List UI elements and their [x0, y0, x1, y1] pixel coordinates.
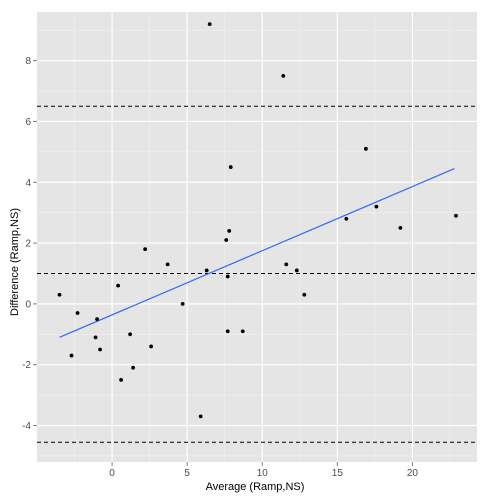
y-tick-label: 2 [25, 239, 31, 250]
y-tick-label: -2 [22, 360, 31, 371]
data-point [228, 165, 233, 169]
data-point [93, 335, 98, 340]
x-tick-label: 0 [109, 468, 115, 479]
data-point [302, 292, 307, 297]
data-point [143, 247, 148, 252]
x-tick-label: 5 [184, 468, 190, 479]
data-point [75, 311, 80, 315]
x-axis-title: Average (Ramp,NS) [206, 481, 305, 493]
data-point [284, 262, 289, 267]
data-point [225, 274, 230, 279]
trend-line [59, 168, 455, 338]
data-points [57, 22, 458, 419]
data-point [180, 301, 185, 306]
data-point [363, 146, 368, 151]
data-point [165, 262, 170, 267]
data-point [454, 213, 458, 218]
data-point [204, 268, 209, 273]
major-gridlines [37, 12, 477, 462]
data-point [119, 378, 123, 382]
y-tick-label: 0 [25, 299, 31, 310]
data-point [224, 238, 229, 242]
data-point [131, 365, 136, 370]
data-point [281, 73, 286, 78]
x-tick-label: 20 [407, 468, 419, 479]
reference-lines [37, 105, 477, 443]
data-point [95, 317, 99, 321]
data-point [128, 332, 133, 337]
data-point [198, 414, 203, 419]
data-point [116, 283, 120, 288]
y-tick-label: -4 [22, 421, 31, 432]
y-axis-title: Difference (Ramp,NS) [9, 208, 21, 316]
data-point [149, 344, 154, 349]
data-point [227, 229, 232, 233]
x-axis-ticks: 0 5 10 15 20 [109, 462, 418, 479]
plot-panel [37, 12, 477, 462]
y-tick-label: 8 [25, 56, 31, 67]
data-point [207, 22, 212, 27]
data-point [240, 329, 245, 334]
data-point [98, 347, 102, 352]
x-tick-label: 15 [332, 468, 344, 479]
data-point [57, 292, 62, 297]
data-point [344, 216, 349, 221]
data-point [398, 225, 403, 230]
x-tick-label: 10 [257, 468, 269, 479]
data-point [225, 329, 230, 334]
y-axis-ticks: -4 -2 0 2 4 6 8 [22, 56, 37, 432]
y-tick-label: 4 [25, 178, 31, 189]
y-tick-label: 6 [25, 117, 31, 128]
data-point [294, 268, 299, 273]
data-point [69, 353, 74, 358]
data-point [374, 204, 379, 209]
trend-line-group [59, 168, 455, 338]
